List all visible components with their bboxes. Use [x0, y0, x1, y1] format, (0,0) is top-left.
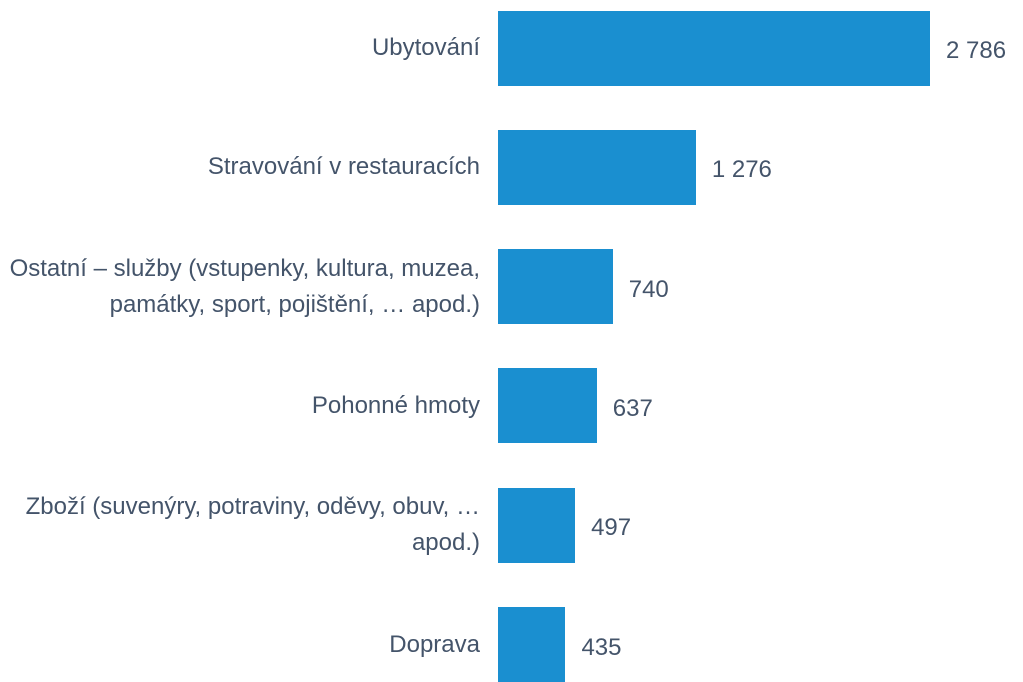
category-label: Doprava — [389, 630, 480, 658]
category-label: Zboží (suvenýry, potraviny, oděvy, obuv,… — [25, 493, 480, 557]
bar — [498, 607, 566, 682]
category-label: Ostatní – služby (vstupenky, kultura, mu… — [9, 254, 480, 318]
bar — [498, 368, 597, 444]
value-label: 435 — [581, 633, 622, 661]
category-label: Stravování v restauracích — [207, 153, 480, 181]
value-label: 2 786 — [946, 37, 1007, 64]
category-label: Pohonné hmoty — [311, 391, 480, 419]
bar — [498, 129, 696, 205]
bar — [498, 10, 930, 86]
value-label: 637 — [612, 394, 653, 422]
category-label: Ubytování — [371, 34, 480, 61]
value-label: 1 276 — [711, 156, 772, 184]
value-label: 740 — [628, 275, 669, 303]
value-label: 497 — [591, 514, 632, 542]
bar — [498, 487, 576, 563]
bar — [498, 249, 613, 325]
